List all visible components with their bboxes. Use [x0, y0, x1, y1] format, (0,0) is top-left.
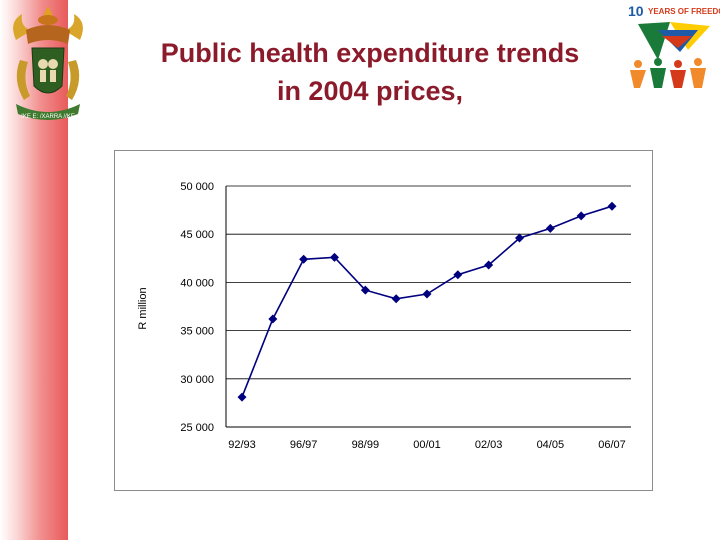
- svg-text:YEARS OF FREEDOM: YEARS OF FREEDOM: [648, 7, 720, 16]
- data-point: [607, 201, 617, 211]
- x-tick-labels: 92/93 96/97 98/99 00/01 02/03 04/05 06/07: [228, 439, 626, 451]
- data-point: [484, 260, 494, 270]
- data-point: [299, 254, 309, 264]
- y-tick-label: 40 000: [180, 277, 214, 289]
- data-point: [453, 270, 463, 280]
- data-point: [360, 285, 370, 295]
- x-tick-label: 04/05: [537, 439, 565, 451]
- data-point: [515, 233, 524, 243]
- svg-text:10: 10: [628, 3, 644, 19]
- freedom-logo: 10 YEARS OF FREEDOM: [628, 3, 720, 88]
- data-point: [545, 223, 555, 233]
- x-tick-label: 00/01: [413, 439, 441, 451]
- chart-frame: 25 000 30 000 35 000 40 000 45 000 50 000 92/…: [114, 150, 653, 491]
- data-point: [268, 314, 278, 324]
- x-tick-label: 06/07: [598, 439, 626, 451]
- svg-text:IKE E: /XARRA //KE: IKE E: /XARRA //KE: [21, 114, 75, 120]
- grid-lines: [226, 185, 631, 428]
- x-tick-label: 98/99: [352, 439, 380, 451]
- data-point: [576, 211, 586, 221]
- y-tick-labels: 25 000 30 000 35 000 40 000 45 000 50 000: [180, 181, 214, 434]
- y-tick-label: 25 000: [180, 422, 214, 434]
- data-point: [391, 294, 401, 304]
- title-line-1: Public health expenditure trends: [160, 38, 580, 68]
- x-tick-label: 96/97: [290, 439, 318, 451]
- slide-title: Public health expenditure trends in 2004…: [100, 34, 640, 110]
- series-points: [237, 201, 617, 402]
- data-point: [330, 252, 339, 262]
- y-tick-label: 35 000: [180, 326, 214, 338]
- data-point: [237, 392, 247, 402]
- y-tick-label: 30 000: [180, 374, 214, 386]
- y-axis-title: R million: [137, 287, 149, 329]
- y-tick-label: 45 000: [180, 229, 214, 241]
- data-point: [422, 289, 432, 299]
- x-tick-label: 92/93: [228, 439, 256, 451]
- series-line: [241, 205, 613, 398]
- title-line-2: in 2004 prices,: [276, 76, 464, 106]
- line-chart: 25 000 30 000 35 000 40 000 45 000 50 000 92/…: [137, 181, 631, 451]
- y-tick-label: 50 000: [180, 181, 214, 193]
- x-tick-label: 02/03: [475, 439, 503, 451]
- coat-of-arms-logo: IKE E: /XARRA //KE: [13, 6, 83, 120]
